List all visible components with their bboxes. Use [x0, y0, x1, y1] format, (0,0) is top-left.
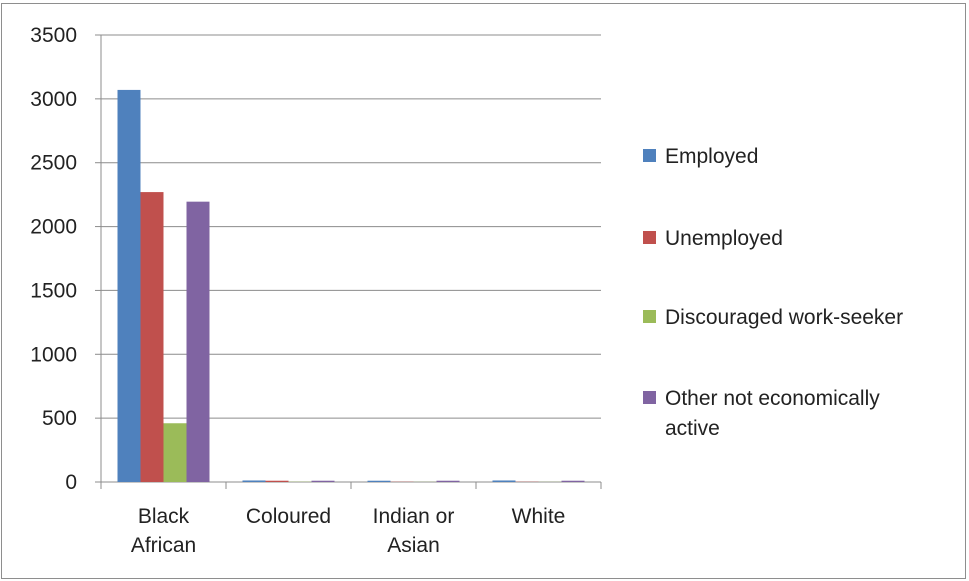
bar-other-not-economically-active: [311, 480, 335, 482]
y-tick-label: 2500: [30, 152, 77, 175]
bar-other-not-economically-active: [561, 480, 585, 482]
legend-label: Employed: [665, 145, 758, 168]
bar-other-not-economically-active: [436, 480, 460, 482]
bar-unemployed: [265, 480, 289, 482]
legend-swatch: [643, 149, 656, 162]
legend-swatch: [643, 391, 656, 404]
bar-unemployed: [140, 192, 164, 483]
x-tick-label: Indian or: [373, 505, 455, 528]
y-tick-label: 500: [42, 407, 77, 430]
y-axis-ticks: 0 500 1000 1500 2000 2500 3000 3500: [30, 24, 101, 494]
bar-employed: [242, 480, 266, 482]
bar-employed: [367, 480, 391, 482]
x-tick-label: African: [131, 534, 196, 557]
legend: Employed Unemployed Discouraged work-seeke…: [643, 145, 903, 440]
y-tick-label: 3000: [30, 88, 77, 111]
y-tick-label: 2000: [30, 216, 77, 239]
x-tick-label: Asian: [387, 534, 440, 557]
y-tick-label: 1500: [30, 279, 77, 302]
legend-swatch: [643, 231, 656, 244]
legend-swatch: [643, 310, 656, 323]
bar-discouraged-work-seeker: [163, 423, 187, 482]
y-tick-label: 1000: [30, 343, 77, 366]
y-tick-label: 0: [65, 471, 77, 494]
legend-label: active: [665, 417, 720, 440]
bar-employed: [492, 480, 516, 482]
bar-employed: [117, 89, 141, 482]
bar-other-not-economically-active: [186, 201, 210, 482]
legend-label: Discouraged work-seeker: [665, 306, 903, 329]
x-tick-label: Coloured: [246, 505, 331, 528]
x-tick-label: White: [512, 505, 566, 528]
legend-label: Unemployed: [665, 227, 783, 250]
x-tick-label: Black: [138, 505, 190, 528]
gridlines: [101, 34, 601, 419]
y-tick-label: 3500: [30, 24, 77, 47]
bars: [117, 89, 585, 483]
x-axis-ticks: Black African Coloured Indian or Asian White: [100, 482, 602, 557]
axes: [100, 35, 601, 483]
legend-label: Other not economically: [665, 387, 880, 410]
